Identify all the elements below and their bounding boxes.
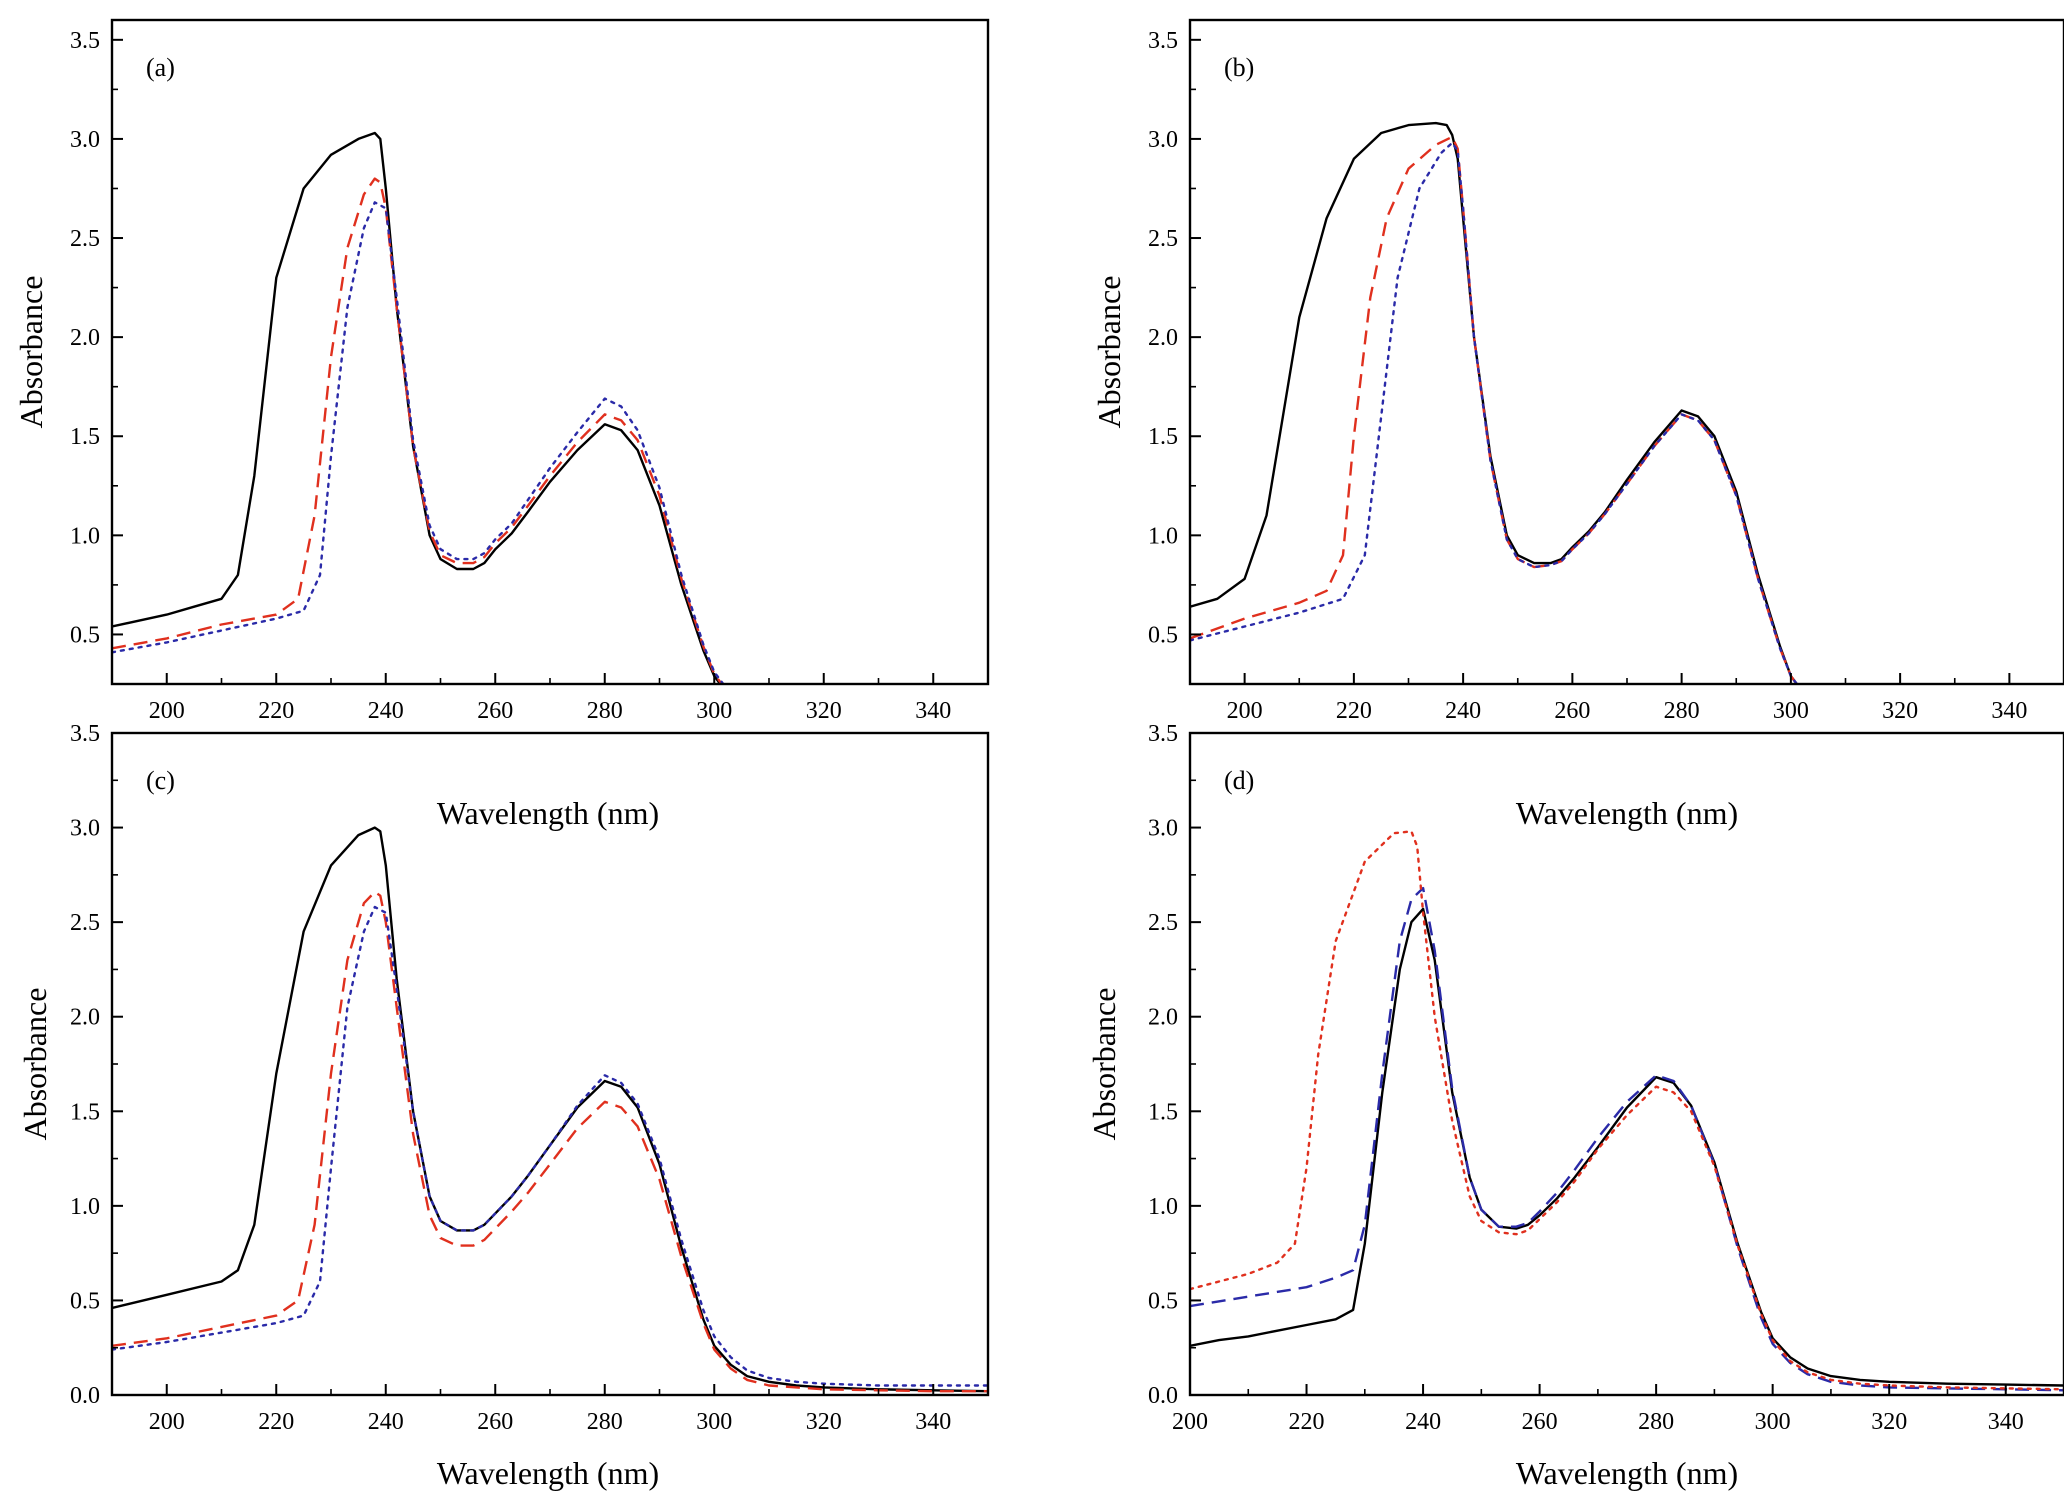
series-line-solid xyxy=(1190,121,1799,684)
y-tick-label: 2.5 xyxy=(1148,910,1178,936)
series-line-solid xyxy=(112,131,722,684)
x-tick-label: 220 xyxy=(1336,698,1372,724)
plot-area xyxy=(1190,733,2064,1395)
x-tick-label: 260 xyxy=(1554,698,1590,724)
y-tick-label: 1.0 xyxy=(70,1194,100,1220)
x-tick-label: 300 xyxy=(696,1409,732,1435)
y-tick-label: 2.5 xyxy=(1148,226,1178,252)
x-tick-label: 320 xyxy=(1871,1409,1907,1435)
y-tick-label: 3.5 xyxy=(70,721,100,747)
x-tick-label: 240 xyxy=(1445,698,1481,724)
series-line-dotted xyxy=(112,905,988,1387)
series-line-solid xyxy=(1190,907,2064,1387)
y-axis-title: Absorbance xyxy=(1086,988,1122,1141)
x-tick-label: 220 xyxy=(1289,1409,1325,1435)
panel-label: (c) xyxy=(146,766,175,795)
panel-a: 0.5 1.0 1.5 2.0 2.5 3.0 3.5 200 220 240 260 280 300 3… xyxy=(13,18,990,831)
x-axis-title: Wavelength (nm) xyxy=(1516,795,1738,831)
y-tick-label: 3.0 xyxy=(1148,127,1178,153)
y-tick-label: 2.5 xyxy=(70,910,100,936)
x-tick-label: 320 xyxy=(1882,698,1918,724)
series-line-dashed xyxy=(1190,886,2064,1392)
y-tick-label: 0.5 xyxy=(1148,1288,1178,1314)
y-tick-label: 1.5 xyxy=(70,424,100,450)
y-axis-title: Absorbance xyxy=(13,276,49,429)
series-line-dotted xyxy=(1190,830,2064,1391)
x-tick-label: 240 xyxy=(368,698,404,724)
y-tick-label: 1.0 xyxy=(70,523,100,549)
x-tick-label: 340 xyxy=(1991,698,2027,724)
y-tick-label: 3.0 xyxy=(70,127,100,153)
x-tick-label: 260 xyxy=(477,698,513,724)
x-axis-title: Wavelength (nm) xyxy=(437,795,659,831)
y-tick-label: 0.0 xyxy=(70,1383,100,1409)
x-tick-label: 200 xyxy=(1227,698,1263,724)
x-tick-label: 300 xyxy=(696,698,732,724)
x-tick-label: 240 xyxy=(368,1409,404,1435)
x-tick-label: 280 xyxy=(587,698,623,724)
y-tick-label: 1.0 xyxy=(1148,523,1178,549)
y-tick-label: 1.5 xyxy=(1148,424,1178,450)
x-tick-label: 200 xyxy=(149,1409,185,1435)
y-tick-label: 2.0 xyxy=(1148,1005,1178,1031)
panel-label: (a) xyxy=(146,53,175,82)
y-axis-title: Absorbance xyxy=(1091,276,1127,429)
y-tick-label: 3.0 xyxy=(70,816,100,842)
plot-area xyxy=(1190,20,2064,684)
x-tick-label: 280 xyxy=(587,1409,623,1435)
series-line-dashed xyxy=(112,177,724,684)
y-tick-label: 3.0 xyxy=(1148,816,1178,842)
y-tick-label: 1.5 xyxy=(1148,1099,1178,1125)
panel-b: 0.5 1.0 1.5 2.0 2.5 3.0 3.5 200 220 240 260 280 300 3… xyxy=(1091,18,2064,831)
y-tick-label: 3.5 xyxy=(1148,28,1178,54)
x-tick-label: 340 xyxy=(915,1409,951,1435)
x-tick-label: 200 xyxy=(1172,1409,1208,1435)
x-axis-title: Wavelength (nm) xyxy=(1516,1455,1738,1491)
y-tick-label: 2.0 xyxy=(70,325,100,351)
x-tick-label: 220 xyxy=(258,1409,294,1435)
x-tick-label: 260 xyxy=(1522,1409,1558,1435)
x-tick-label: 280 xyxy=(1664,698,1700,724)
panel-d: 0.0 0.5 1.0 1.5 2.0 2.5 3.0 3.5 200 220 240 260 280 3… xyxy=(1086,721,2064,1491)
y-tick-label: 0.5 xyxy=(1148,622,1178,648)
plot-area xyxy=(112,733,988,1395)
y-tick-label: 1.5 xyxy=(70,1099,100,1125)
y-tick-label: 0.0 xyxy=(1148,1383,1178,1409)
y-tick-label: 2.0 xyxy=(1148,325,1178,351)
plot-area xyxy=(112,20,988,684)
x-tick-label: 200 xyxy=(149,698,185,724)
x-tick-label: 220 xyxy=(258,698,294,724)
x-tick-label: 240 xyxy=(1405,1409,1441,1435)
x-tick-label: 260 xyxy=(477,1409,513,1435)
panel-label: (b) xyxy=(1224,53,1254,82)
panel-label: (d) xyxy=(1224,766,1254,795)
y-axis-title: Absorbance xyxy=(17,988,53,1141)
y-tick-label: 2.5 xyxy=(70,226,100,252)
panel-c: 0.0 0.5 1.0 1.5 2.0 2.5 3.0 3.5 200 220 240 260 280 3… xyxy=(17,721,990,1491)
y-tick-label: 3.5 xyxy=(70,28,100,54)
x-tick-label: 320 xyxy=(806,698,842,724)
x-tick-label: 300 xyxy=(1755,1409,1791,1435)
y-tick-label: 0.5 xyxy=(70,1288,100,1314)
x-tick-label: 340 xyxy=(1988,1409,2024,1435)
y-tick-label: 1.0 xyxy=(1148,1194,1178,1220)
y-tick-label: 3.5 xyxy=(1148,721,1178,747)
y-tick-label: 2.0 xyxy=(70,1005,100,1031)
x-axis-title: Wavelength (nm) xyxy=(437,1455,659,1491)
x-tick-label: 320 xyxy=(806,1409,842,1435)
x-tick-label: 300 xyxy=(1773,698,1809,724)
x-tick-label: 340 xyxy=(915,698,951,724)
series-line-dotted xyxy=(112,201,725,684)
y-tick-label: 0.5 xyxy=(70,622,100,648)
x-tick-label: 280 xyxy=(1638,1409,1674,1435)
